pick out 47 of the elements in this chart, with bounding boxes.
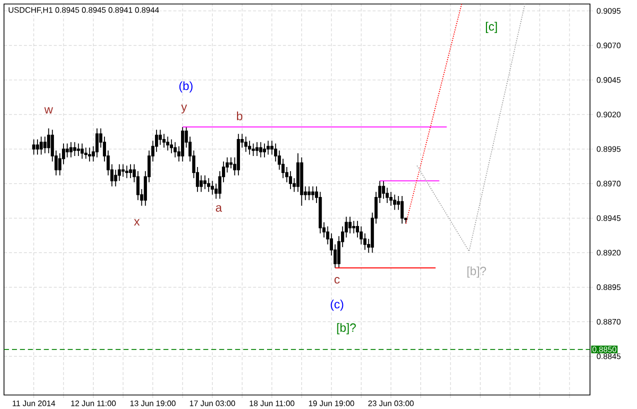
candlestick	[236, 133, 240, 176]
candlestick	[266, 140, 270, 155]
candlestick	[73, 141, 76, 156]
candlestick	[32, 138, 36, 155]
candlestick	[69, 141, 73, 158]
annotation: c	[334, 276, 340, 284]
annotation: x	[134, 218, 140, 226]
candlestick	[122, 164, 125, 177]
candlestick	[288, 170, 292, 190]
candlestick	[84, 147, 88, 159]
annotation: y	[181, 104, 188, 114]
candlestick	[348, 216, 352, 234]
candlestick	[300, 156, 304, 206]
candlestick	[308, 186, 311, 200]
candlestick	[207, 177, 210, 192]
candlestick	[181, 126, 184, 162]
candlestick	[400, 195, 404, 224]
annotation: (b)	[179, 81, 192, 92]
annotation: [b]?	[337, 322, 356, 334]
candlestick	[262, 142, 266, 158]
annotation: [b]?	[467, 266, 486, 278]
candlestick	[210, 180, 214, 195]
candlestick	[203, 174, 206, 190]
candlestick	[128, 164, 132, 178]
candlestick	[389, 191, 393, 206]
candlestick	[162, 133, 166, 148]
candlestick	[166, 136, 170, 151]
annotation: a	[216, 204, 222, 212]
candlestick	[255, 141, 259, 156]
candlestick	[80, 142, 84, 159]
annotation: [c]	[486, 22, 497, 33]
candlestick	[248, 140, 252, 155]
candlestick	[244, 136, 248, 152]
candlestick	[393, 194, 396, 210]
candlestick	[311, 186, 314, 200]
candlestick	[40, 136, 43, 155]
candlestick	[88, 147, 92, 162]
candlestick	[36, 138, 40, 155]
candlestick	[76, 142, 80, 156]
annotation: (c)	[330, 299, 344, 311]
candlestick	[174, 141, 177, 158]
candlestick	[95, 128, 99, 158]
annotation: b	[236, 111, 242, 120]
candlestick	[170, 138, 173, 154]
annotation: w	[44, 106, 53, 114]
candlestick	[382, 180, 386, 200]
candlestick	[259, 141, 262, 158]
